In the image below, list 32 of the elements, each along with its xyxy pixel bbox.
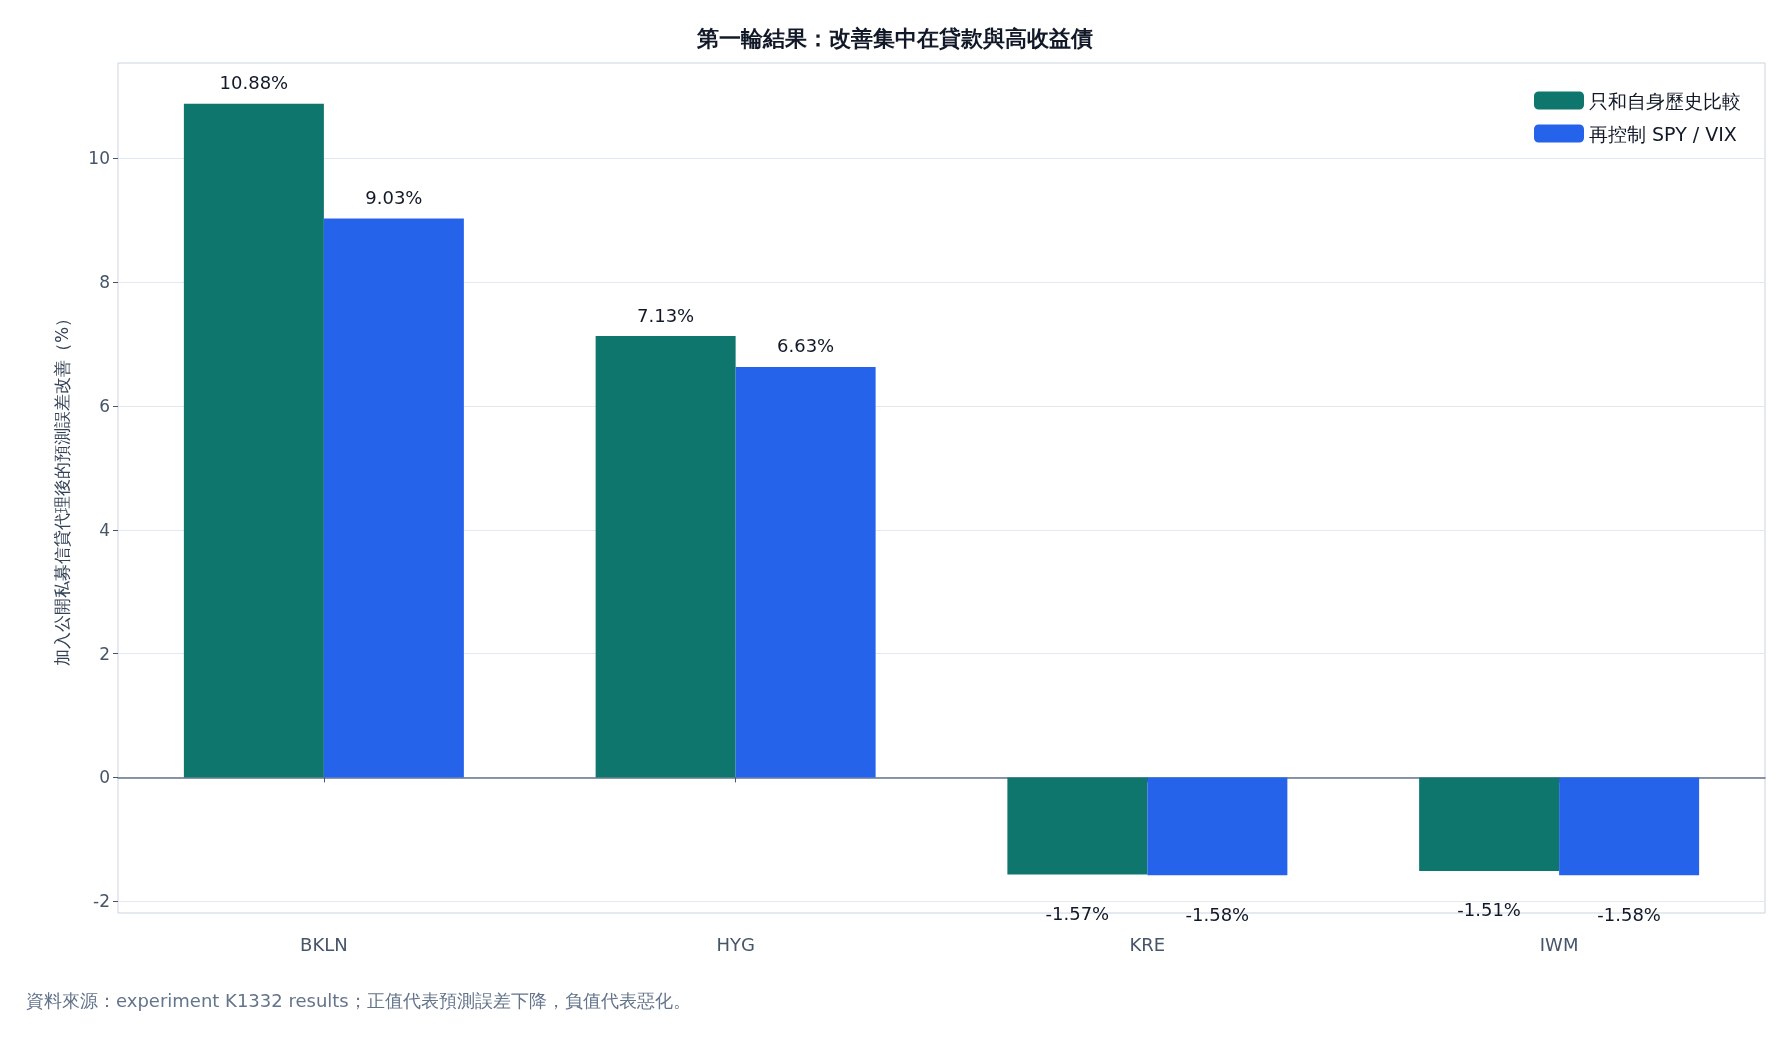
y-tick-label: 2 xyxy=(99,643,110,664)
data-label: 6.63% xyxy=(777,335,835,357)
y-tick-label: 10 xyxy=(88,148,110,169)
bar xyxy=(1419,777,1560,871)
bar xyxy=(1007,777,1148,875)
y-tick-label: -2 xyxy=(93,891,110,912)
data-label: 7.13% xyxy=(637,304,695,326)
data-label: -1.51% xyxy=(1457,899,1521,921)
y-tick-label: 6 xyxy=(99,395,110,416)
x-tick-label: HYG xyxy=(716,933,755,955)
y-tick-label: 0 xyxy=(99,767,110,788)
bar xyxy=(183,103,324,778)
legend-label: 只和自身歷史比較 xyxy=(1589,89,1741,112)
x-tick-label: BKLN xyxy=(300,933,348,955)
y-tick-label: 8 xyxy=(99,272,110,293)
y-tick-label: 4 xyxy=(99,519,110,540)
data-label: 9.03% xyxy=(365,186,423,208)
x-tick-label: IWM xyxy=(1539,933,1579,955)
bar xyxy=(1147,777,1288,876)
bar xyxy=(323,218,464,778)
legend-label: 再控制 SPY / VIX xyxy=(1589,122,1737,145)
bar xyxy=(735,366,876,778)
data-label: 10.88% xyxy=(219,72,289,94)
x-tick-label: KRE xyxy=(1129,933,1166,955)
source-note: 資料來源：experiment K1332 results；正值代表預測誤差下降，負值代表惡化。 xyxy=(26,989,691,1011)
chart-title: 第一輪結果：改善集中在貸款與高收益債 xyxy=(696,25,1093,51)
data-label: -1.57% xyxy=(1045,903,1110,925)
bar xyxy=(595,336,736,778)
y-axis-title: 加入公開私募信貸代理後的預測誤差改善（%） xyxy=(51,309,72,667)
bar xyxy=(1559,777,1700,876)
data-label: -1.58% xyxy=(1185,903,1250,925)
data-label: -1.58% xyxy=(1597,903,1661,925)
